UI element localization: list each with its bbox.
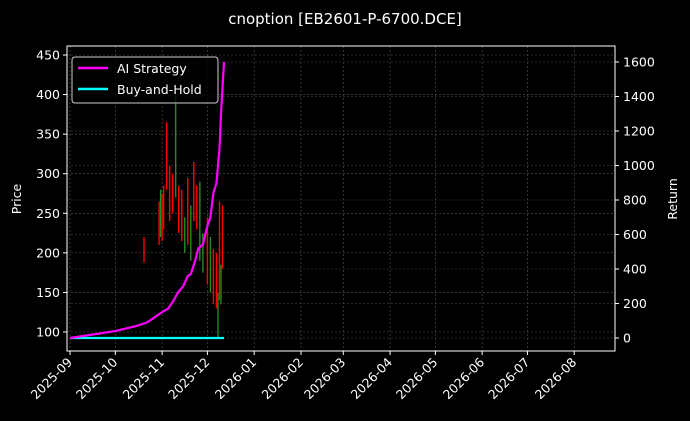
y-right-tick-label: 1200 (623, 124, 655, 139)
y-axis-title-right: Return (665, 178, 680, 219)
y-axis-left: 100 150 200 250 300 350 400 450 (36, 48, 67, 340)
y-right-tick-label: 1600 (623, 55, 655, 70)
y-tick-label: 350 (36, 127, 60, 142)
plot-frame (66, 45, 616, 352)
y-tick-label: 200 (36, 245, 60, 260)
legend-label-ai-strategy: AI Strategy (117, 61, 187, 76)
y-right-tick-label: 400 (623, 262, 647, 277)
y-right-tick-label: 1400 (623, 89, 655, 104)
y-tick-label: 450 (36, 48, 60, 63)
legend: AI Strategy Buy-and-Hold (71, 56, 219, 104)
y-right-tick-label: 0 (623, 331, 631, 346)
y-right-tick-label: 200 (623, 296, 647, 311)
candlesticks (143, 94, 224, 339)
y-axis-title-left: Price (9, 183, 24, 214)
y-right-tick-label: 600 (623, 227, 647, 242)
y-tick-label: 300 (36, 166, 60, 181)
legend-label-buy-and-hold: Buy-and-Hold (117, 82, 202, 97)
y-tick-label: 250 (36, 206, 60, 221)
y-tick-label: 400 (36, 87, 60, 102)
grid (67, 46, 615, 351)
y-right-tick-label: 800 (623, 193, 647, 208)
series-lines (69, 61, 226, 340)
y-tick-label: 150 (36, 285, 60, 300)
series-line-ai-strategy (69, 61, 226, 340)
y-right-tick-label: 1000 (623, 158, 655, 173)
chart-title: cnoption [EB2601-P-6700.DCE] (228, 10, 462, 28)
y-tick-label: 100 (36, 325, 60, 340)
y-axis-right: 0 200 400 600 800 1000 1200 1400 1600 (615, 55, 655, 346)
